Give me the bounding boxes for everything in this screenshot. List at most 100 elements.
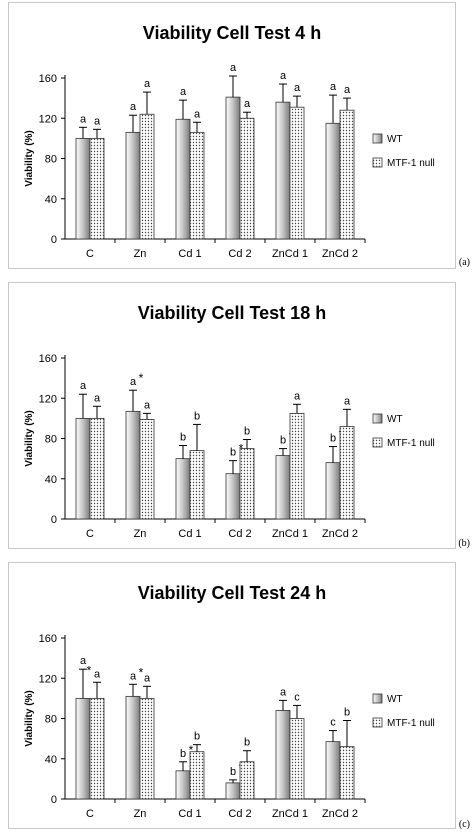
x-tick-label: ZnCd 1 [272,528,308,540]
significance-letter: b [244,426,250,438]
legend-swatch [372,413,383,424]
y-tick-label: 160 [39,353,57,365]
legend-swatch [372,133,383,144]
bar [125,410,141,520]
bar [339,426,355,520]
y-tick-label: 120 [39,673,57,685]
bar [75,417,91,520]
x-tick-label: ZnCd 1 [272,808,308,820]
bar [89,697,105,800]
x-tick-label: Cd 1 [178,808,201,820]
legend-swatch [372,717,383,728]
significance-letter: a [130,101,137,113]
x-tick-label: Cd 2 [228,248,251,260]
panel-label: (c) [458,819,470,830]
bar [339,746,355,800]
legend-label: WT [387,694,403,705]
significance-asterisk: * [139,371,144,385]
bar [225,96,241,240]
significance-letter: a [294,390,301,402]
bar [125,131,141,240]
significance-letter: c [294,691,300,703]
significance-letter: a [94,115,101,127]
significance-letter: b [230,447,236,459]
chart-svg: Viability Cell Test 18 h 0 40 80 120 160 Viab… [24,303,435,540]
panel-label: (a) [458,257,470,268]
significance-letter: b [244,737,250,749]
bar [289,718,305,800]
significance-asterisk: * [189,743,194,757]
bar [239,448,255,520]
bar [75,137,91,240]
bar [239,761,255,800]
panel-label: (b) [458,538,470,549]
legend-swatch [372,157,383,168]
bar [75,697,91,800]
chart-panel-24h: Viability Cell Test 24 h 0 40 80 120 160 Viab… [8,562,456,829]
significance-letter: a [180,86,187,98]
bar [225,473,241,520]
y-tick-label: 0 [51,514,57,526]
legend-label: WT [387,134,403,145]
significance-letter: b [180,748,186,760]
bar [275,101,291,240]
y-tick-label: 80 [45,434,57,446]
significance-letter: a [144,78,151,90]
significance-asterisk: * [139,665,144,679]
significance-letter: a [80,113,87,125]
significance-letter: b [330,433,336,445]
y-tick-label: 40 [45,474,57,486]
bar [139,418,155,520]
x-tick-label: Zn [134,528,147,540]
bar [289,412,305,520]
significance-letter: a [130,376,137,388]
x-tick-label: Zn [134,248,147,260]
bar [175,458,191,520]
bar [175,770,191,800]
y-axis-label: Viability (%) [24,690,35,747]
bar [175,118,191,240]
y-tick-label: 120 [39,113,57,125]
bar [325,462,341,520]
bar [225,782,241,800]
chart-svg: Viability Cell Test 24 h 0 40 80 120 160 Viab… [24,583,435,820]
legend-label: MTF-1 null [387,438,435,449]
y-tick-label: 160 [39,73,57,85]
significance-letter: a [194,108,201,120]
significance-letter: a [94,668,101,680]
significance-letter: a [80,380,87,392]
significance-letter: b [280,435,286,447]
x-tick-label: Cd 2 [228,528,251,540]
bar [189,450,205,520]
chart-panel-4h: Viability Cell Test 4 h 0 40 80 120 160 Viabi… [8,2,456,269]
chart-svg: Viability Cell Test 4 h 0 40 80 120 160 Viabi… [24,23,435,260]
significance-letter: b [344,707,350,719]
y-tick-label: 0 [51,794,57,806]
x-tick-label: Cd 1 [178,248,201,260]
significance-asterisk: * [87,663,92,677]
y-axis-label: Viability (%) [24,130,35,187]
significance-letter: a [344,84,351,96]
significance-letter: a [294,82,301,94]
x-tick-label: ZnCd 2 [322,528,358,540]
significance-letter: c [330,717,336,729]
significance-letter: a [130,670,137,682]
y-tick-label: 80 [45,154,57,166]
significance-letter: b [180,432,186,444]
y-tick-label: 120 [39,393,57,405]
bar [89,417,105,520]
x-tick-label: C [86,808,94,820]
bar [189,751,205,800]
bar [139,113,155,240]
x-tick-label: C [86,248,94,260]
significance-letter: a [244,98,251,110]
x-tick-label: C [86,528,94,540]
significance-letter: b [194,410,200,422]
bar [275,455,291,520]
y-tick-label: 0 [51,234,57,246]
y-tick-label: 40 [45,754,57,766]
x-tick-label: ZnCd 2 [322,808,358,820]
x-tick-label: ZnCd 2 [322,248,358,260]
significance-letter: b [230,766,236,778]
bar [125,695,141,800]
